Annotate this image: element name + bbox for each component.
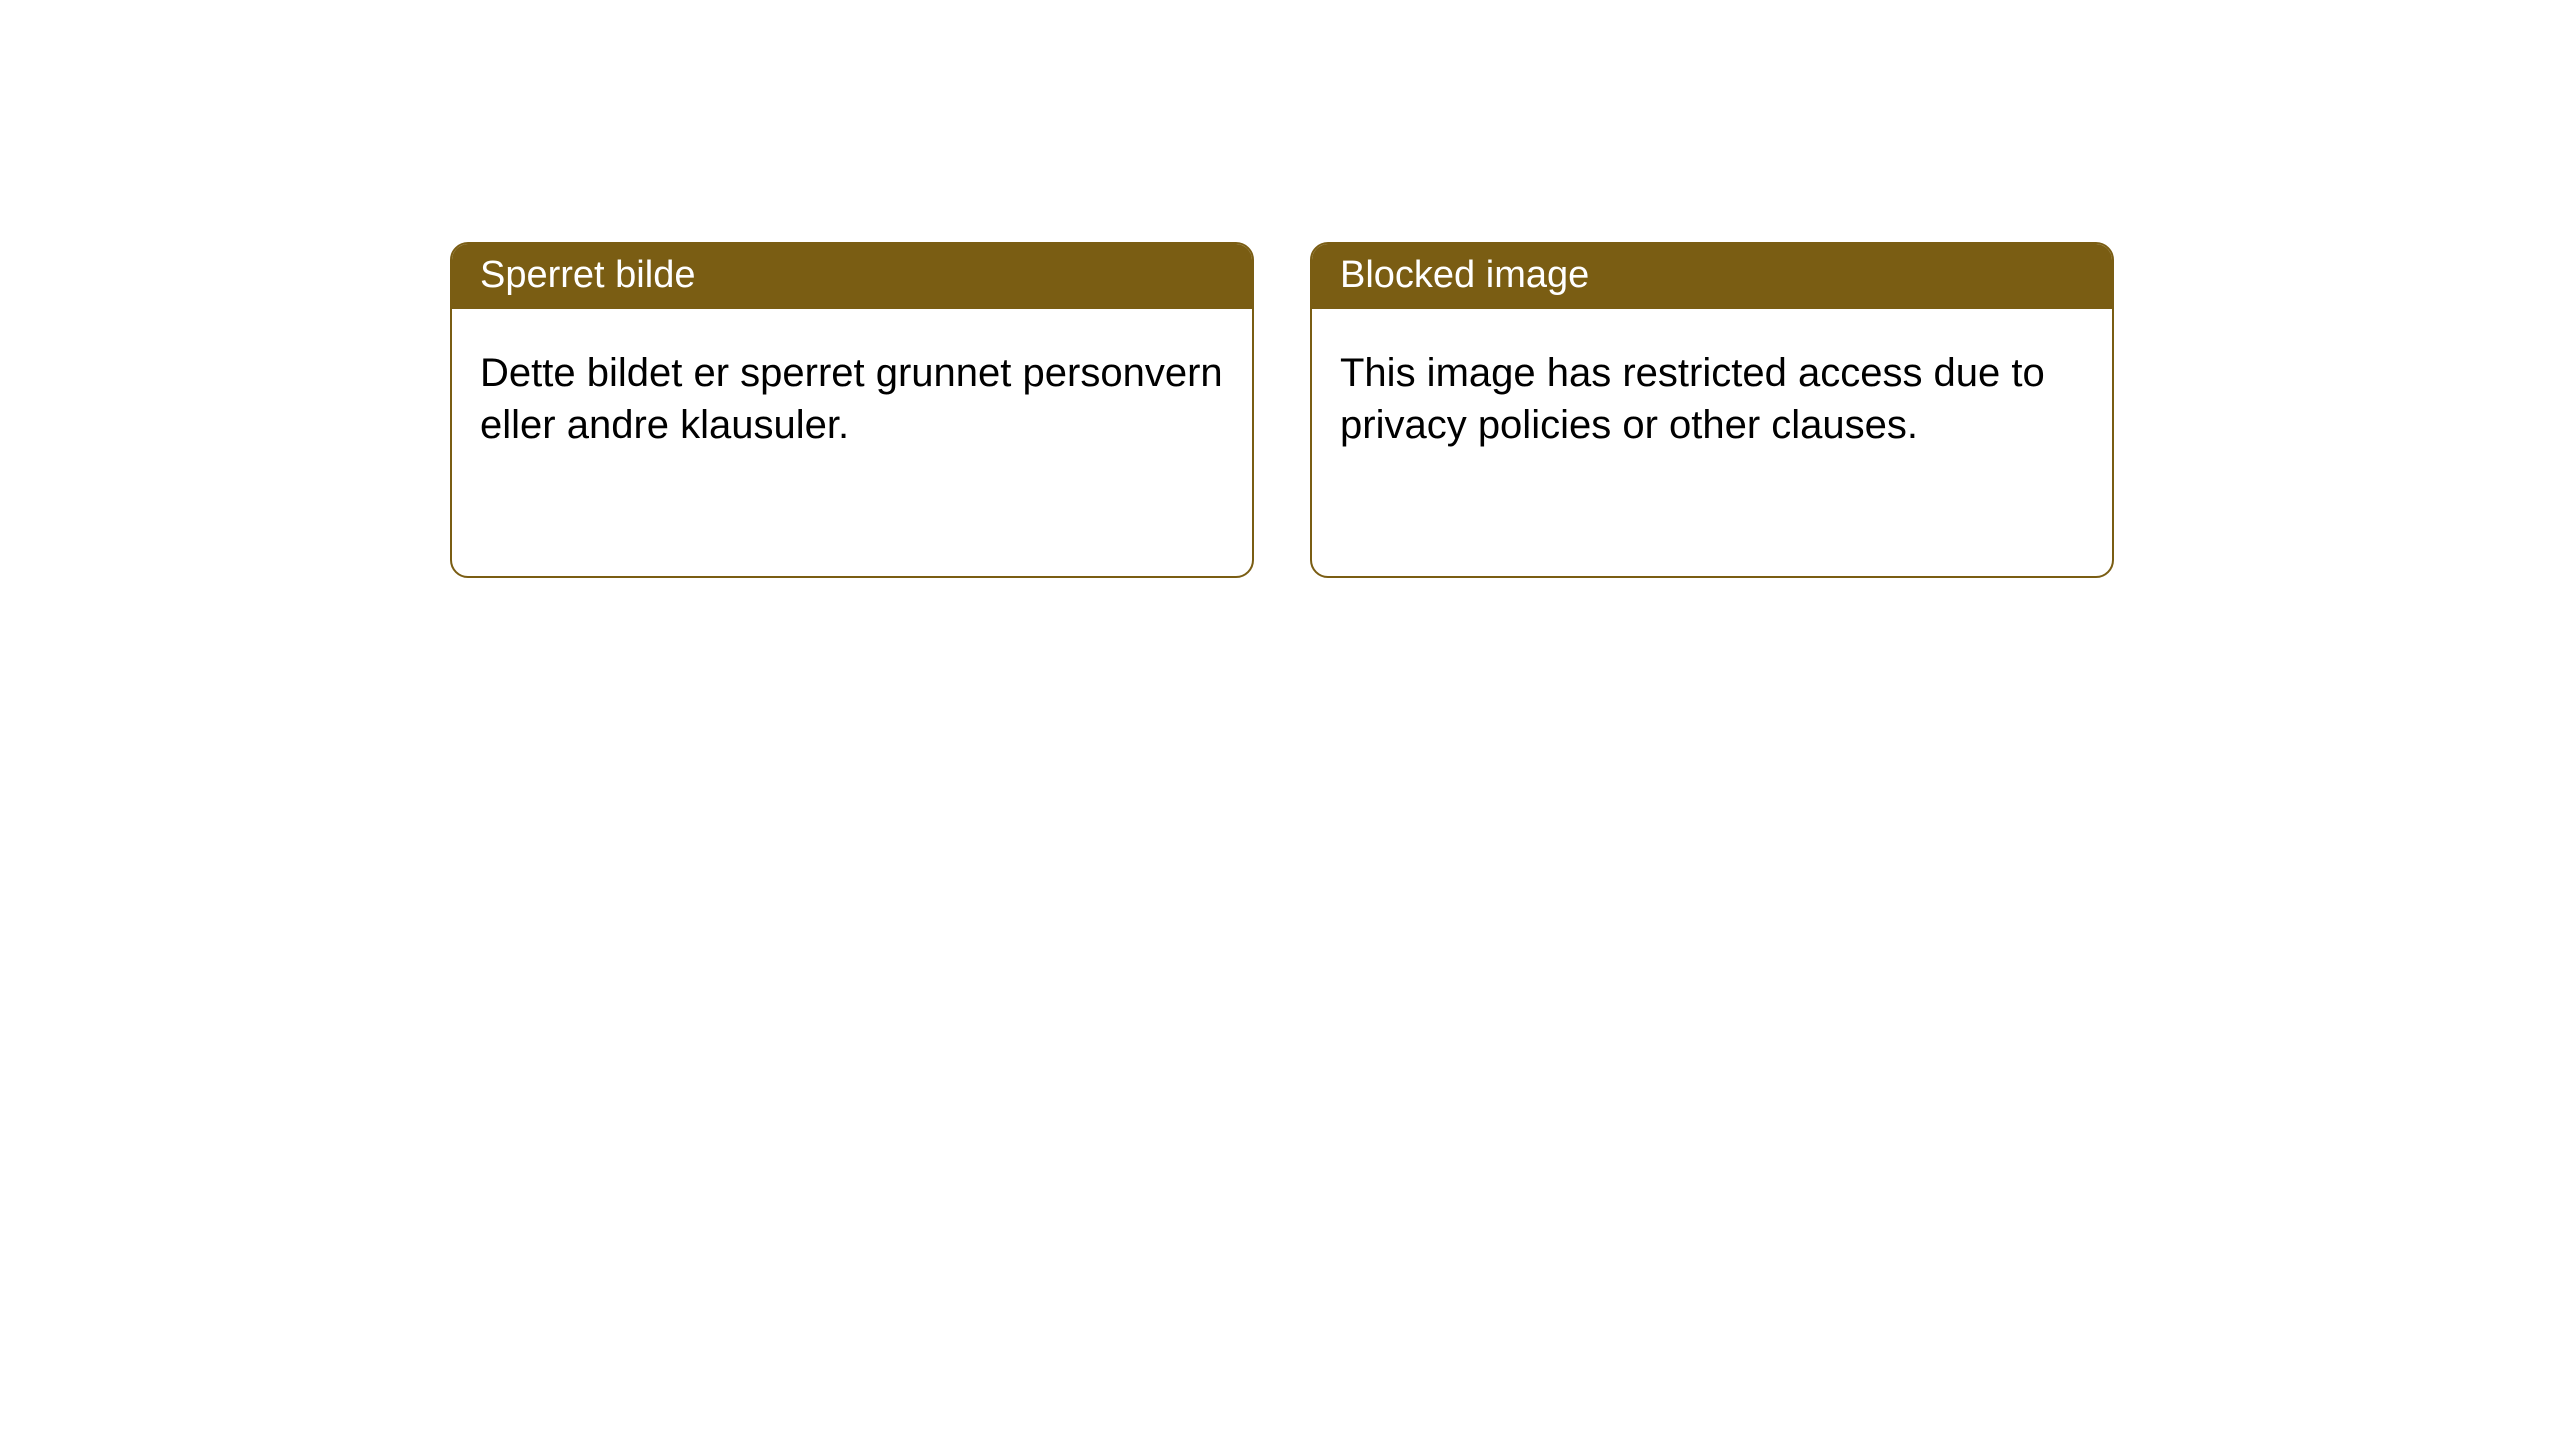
card-header-title: Blocked image: [1340, 254, 1589, 296]
card-header: Blocked image: [1312, 244, 2112, 309]
card-body: This image has restricted access due to …: [1312, 309, 2112, 489]
card-body: Dette bildet er sperret grunnet personve…: [452, 309, 1252, 489]
card-body-text: Dette bildet er sperret grunnet personve…: [480, 351, 1223, 447]
blocked-image-card-norwegian: Sperret bilde Dette bildet er sperret gr…: [450, 242, 1254, 578]
card-header-title: Sperret bilde: [480, 254, 695, 296]
card-header: Sperret bilde: [452, 244, 1252, 309]
card-body-text: This image has restricted access due to …: [1340, 351, 2045, 447]
blocked-image-card-english: Blocked image This image has restricted …: [1310, 242, 2114, 578]
cards-container: Sperret bilde Dette bildet er sperret gr…: [0, 0, 2560, 578]
